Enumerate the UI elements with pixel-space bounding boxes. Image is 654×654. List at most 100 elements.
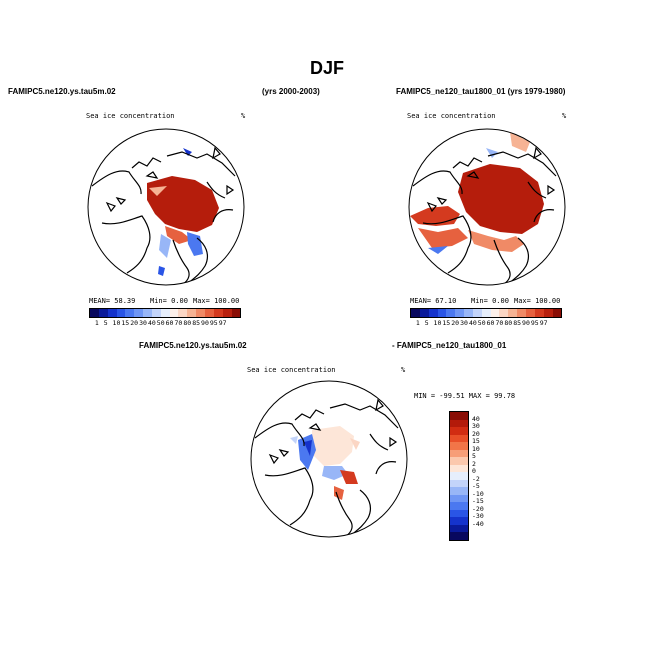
colorbar-tick-label: 20 bbox=[451, 319, 460, 327]
panel2-polar-map bbox=[408, 128, 566, 286]
panel1-ice-field bbox=[147, 176, 219, 232]
colorbar-tick-label: 20 bbox=[472, 429, 480, 438]
colorbar-swatch bbox=[98, 309, 108, 317]
colorbar-tick-label: 15 bbox=[442, 319, 451, 327]
colorbar-tick-label: 90 bbox=[201, 319, 209, 327]
colorbar-tick-label: 30 bbox=[139, 319, 147, 327]
colorbar-tick-label: 40 bbox=[472, 414, 480, 423]
colorbar-swatch bbox=[90, 309, 99, 317]
colorbar-tick-label: 85 bbox=[513, 319, 522, 327]
panel2-unit-label: % bbox=[562, 112, 567, 120]
colorbar-tick-label: 97 bbox=[539, 319, 548, 327]
colorbar-tick-label: 1 bbox=[94, 319, 99, 327]
colorbar-swatch bbox=[508, 309, 518, 317]
colorbar-swatch bbox=[419, 309, 429, 317]
panel3-diff-field bbox=[312, 426, 354, 466]
colorbar-swatch bbox=[222, 309, 232, 317]
colorbar-swatch bbox=[450, 457, 468, 465]
panel1-max: Max= 100.00 bbox=[193, 297, 240, 305]
colorbar-tick-label: 40 bbox=[468, 319, 477, 327]
colorbar-tick-label: -40 bbox=[472, 519, 484, 528]
panel3-variable-label: Sea ice concentration bbox=[247, 366, 336, 374]
colorbar-swatch bbox=[525, 309, 535, 317]
panel2-variable-label: Sea ice concentration bbox=[407, 112, 496, 120]
colorbar-tick-label: 5 bbox=[424, 319, 429, 327]
colorbar-tick-label: 50 bbox=[156, 319, 165, 327]
colorbar-swatch bbox=[472, 309, 482, 317]
colorbar-swatch bbox=[450, 412, 468, 420]
colorbar-tick-label: 60 bbox=[165, 319, 174, 327]
colorbar-tick-label: 70 bbox=[495, 319, 504, 327]
colorbar-tick-label: 10 bbox=[112, 319, 121, 327]
colorbar-swatch bbox=[450, 509, 468, 517]
colorbar-tick-label: -15 bbox=[472, 497, 484, 505]
colorbar-swatch bbox=[187, 309, 197, 317]
colorbar-swatch bbox=[231, 309, 241, 317]
colorbar-swatch bbox=[450, 524, 468, 532]
panel2-min: Min= 0.00 bbox=[471, 297, 509, 305]
panel2-ice-field bbox=[458, 164, 544, 234]
panel2-case-name: FAMIPC5_ne120_tau1800_01 (yrs 1979-1980) bbox=[396, 87, 566, 96]
colorbar-tick-label: 50 bbox=[477, 319, 486, 327]
colorbar-swatch bbox=[534, 309, 544, 317]
colorbar-tick-label: 15 bbox=[472, 437, 480, 445]
colorbar-tick-label: -20 bbox=[472, 504, 484, 513]
panel1-case-name: FAMIPC5.ne120.ys.tau5m.02 bbox=[8, 87, 116, 96]
panel3-unit-label: % bbox=[401, 366, 406, 374]
colorbar-swatch bbox=[464, 309, 473, 317]
colorbar-swatch bbox=[543, 309, 553, 317]
season-title: DJF bbox=[310, 58, 345, 78]
colorbar-tick-label: 97 bbox=[218, 319, 227, 327]
panel1-variable-label: Sea ice concentration bbox=[86, 112, 175, 120]
colorbar-swatch bbox=[196, 309, 205, 317]
panel1-polar-map bbox=[87, 128, 245, 286]
panel1-colorbar-labels: 1 5 10 15 20 30 40 50 60 70 80 85 90 95 97 bbox=[89, 319, 241, 328]
colorbar-swatch bbox=[481, 309, 491, 317]
colorbar-swatch bbox=[517, 309, 526, 317]
colorbar-swatch bbox=[446, 309, 456, 317]
panel3-colorbar bbox=[449, 411, 469, 541]
colorbar-swatch bbox=[151, 309, 161, 317]
colorbar-swatch bbox=[450, 487, 468, 495]
colorbar-swatch bbox=[213, 309, 223, 317]
colorbar-swatch bbox=[204, 309, 214, 317]
panel3-colorbar-labels: 40 30 20 15 10 5 2 0 -2 -5 -10 -15 -20 -30 -40 bbox=[472, 411, 502, 538]
colorbar-tick-label: 95 bbox=[209, 319, 218, 327]
colorbar-tick-label: -10 bbox=[472, 489, 484, 498]
colorbar-swatch bbox=[450, 442, 468, 450]
colorbar-swatch bbox=[160, 309, 170, 317]
colorbar-swatch bbox=[411, 309, 420, 317]
panel1-unit-label: % bbox=[241, 112, 246, 120]
colorbar-tick-label: -30 bbox=[472, 512, 484, 520]
panel3-minmax: MIN = -99.51 MAX = 99.78 bbox=[414, 392, 516, 400]
panel1-years: (yrs 2000-2003) bbox=[262, 87, 320, 96]
colorbar-tick-label: 10 bbox=[472, 444, 480, 453]
colorbar-swatch bbox=[490, 309, 500, 317]
colorbar-swatch bbox=[437, 309, 447, 317]
colorbar-swatch bbox=[450, 434, 468, 442]
colorbar-swatch bbox=[450, 532, 468, 540]
colorbar-tick-label: 1 bbox=[415, 319, 420, 327]
colorbar-swatch bbox=[552, 309, 562, 317]
colorbar-swatch bbox=[450, 449, 468, 457]
colorbar-swatch bbox=[450, 502, 468, 510]
colorbar-tick-label: 80 bbox=[504, 319, 513, 327]
colorbar-swatch bbox=[107, 309, 117, 317]
colorbar-swatch bbox=[450, 427, 468, 435]
colorbar-swatch bbox=[169, 309, 179, 317]
colorbar-swatch bbox=[116, 309, 126, 317]
colorbar-tick-label: 85 bbox=[192, 319, 201, 327]
colorbar-tick-label: 15 bbox=[121, 319, 130, 327]
colorbar-tick-label: 10 bbox=[433, 319, 442, 327]
panel3-case-a: FAMIPC5.ne120.ys.tau5m.02 bbox=[139, 341, 247, 350]
colorbar-tick-label: 5 bbox=[103, 319, 108, 327]
colorbar-tick-label: -5 bbox=[472, 482, 480, 490]
colorbar-tick-label: 5 bbox=[472, 452, 476, 460]
colorbar-swatch bbox=[450, 494, 468, 502]
panel3-polar-map bbox=[250, 380, 408, 538]
colorbar-tick-label: 90 bbox=[522, 319, 530, 327]
panel1-colorbar bbox=[89, 308, 242, 318]
colorbar-tick-label: -2 bbox=[472, 474, 480, 483]
panel1-min: Min= 0.00 bbox=[150, 297, 188, 305]
colorbar-swatch bbox=[450, 419, 468, 427]
